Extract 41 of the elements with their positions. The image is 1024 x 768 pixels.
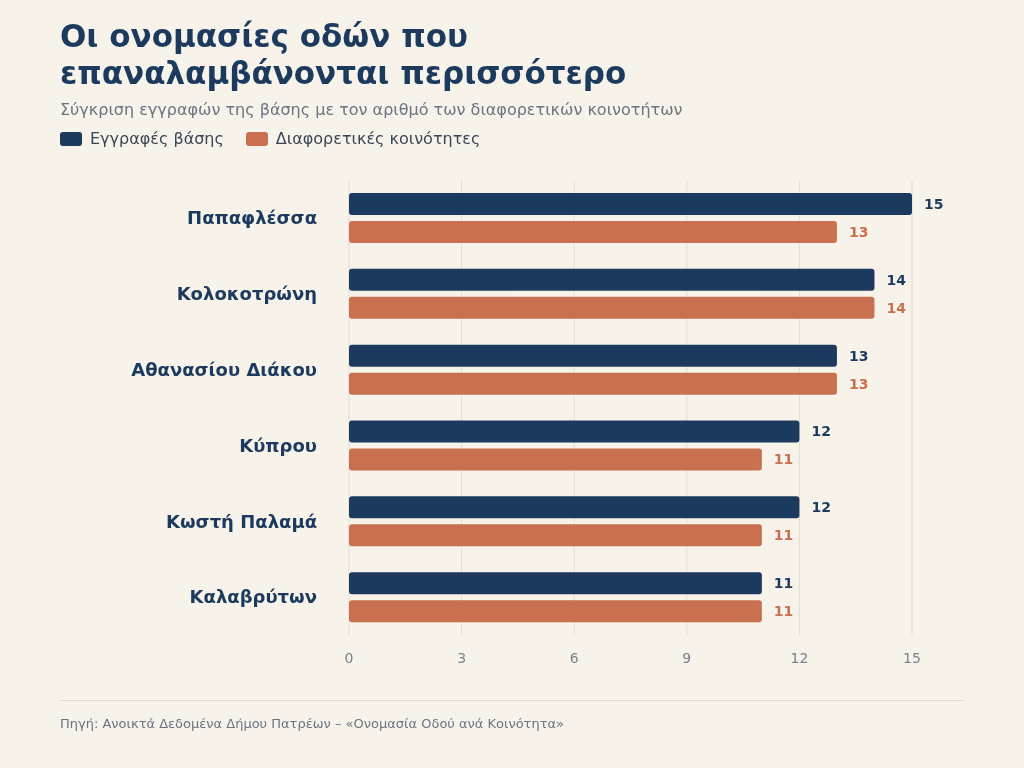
y-tick-label: Καλαβρύτων xyxy=(189,586,317,608)
data-label: 11 xyxy=(773,451,794,468)
bar xyxy=(349,600,762,623)
y-tick-label: Αθανασίου Διάκου xyxy=(131,358,317,380)
bar xyxy=(349,344,837,367)
data-label: 14 xyxy=(886,271,907,288)
data-label: 12 xyxy=(811,423,831,440)
legend-label: Διαφορετικές κοινότητες xyxy=(275,129,481,148)
bar xyxy=(349,496,800,519)
data-label: 15 xyxy=(924,195,944,212)
bar xyxy=(349,572,762,595)
data-label: 14 xyxy=(886,299,907,316)
data-label: 13 xyxy=(848,223,869,240)
bar xyxy=(349,193,912,215)
x-tick-label: 12 xyxy=(790,649,809,666)
data-label: 11 xyxy=(773,527,794,544)
bar xyxy=(349,268,875,291)
legend-label: Εγγραφές βάσης xyxy=(90,129,224,148)
data-label: 13 xyxy=(848,375,869,392)
bar xyxy=(349,420,800,443)
x-tick-label: 6 xyxy=(569,649,579,666)
data-label: 11 xyxy=(773,603,794,620)
y-tick-label: Κωστή Παλαμά xyxy=(166,510,317,532)
x-tick-label: 3 xyxy=(457,649,467,666)
x-tick-label: 9 xyxy=(682,649,692,666)
text: Πηγή: Ανοικτά Δεδομένα Δήμου Πατρέων – «Ονομασία Οδού ανά Κοινότητα» xyxy=(60,716,565,731)
y-tick-label: Παπαφλέσσα xyxy=(187,207,317,229)
data-label: 12 xyxy=(811,499,831,516)
data-label: 13 xyxy=(848,347,869,364)
chart-title: Οι ονομασίες οδών που επαναλαμβάνονται περισσότερο xyxy=(60,18,628,92)
chart-subtitle: Σύγκριση εγγραφών της βάσης με τον αριθμό των διαφορετικών κοινοτήτων xyxy=(60,100,684,119)
data-label: 11 xyxy=(773,575,794,592)
bar xyxy=(349,221,837,243)
bar xyxy=(349,296,875,319)
x-tick-label: 15 xyxy=(903,649,921,666)
bar xyxy=(349,372,837,395)
y-tick-label: Κύπρου xyxy=(239,434,317,456)
bar xyxy=(349,448,762,471)
y-tick-label: Κολοκοτρώνη xyxy=(176,283,317,305)
bar xyxy=(349,524,762,547)
x-tick-label: 0 xyxy=(344,649,354,666)
